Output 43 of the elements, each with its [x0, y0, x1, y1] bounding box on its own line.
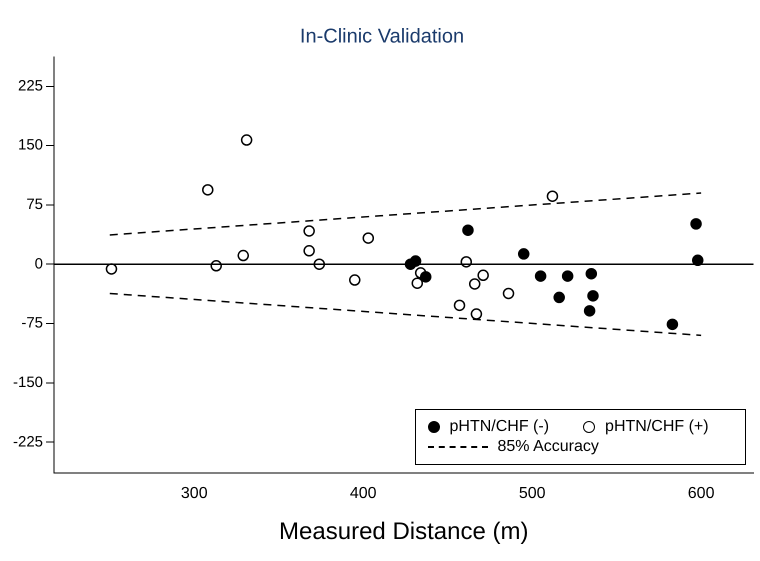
point	[303, 225, 315, 237]
point	[106, 263, 118, 275]
legend-label: pHTN/CHF (-)	[450, 418, 550, 436]
x-tick-label: 300	[180, 485, 208, 502]
point	[553, 292, 565, 304]
point	[586, 268, 598, 280]
y-tick-label: 150	[18, 136, 44, 154]
point	[534, 270, 546, 282]
y-tick-label: -75	[21, 314, 44, 332]
point	[238, 250, 250, 262]
y-tick-label: 0	[34, 255, 44, 272]
chart-title: In-Clinic Validation	[300, 26, 464, 48]
legend-label: pHTN/CHF (+)	[605, 418, 709, 436]
point	[546, 190, 558, 202]
point	[692, 254, 704, 266]
point	[349, 274, 361, 286]
point	[584, 305, 596, 317]
point	[666, 318, 678, 330]
x-axis-title: Measured Distance (m)	[279, 518, 528, 546]
point	[420, 271, 432, 283]
point	[518, 248, 530, 260]
point	[202, 184, 214, 196]
point	[587, 290, 599, 302]
y-tick-label: -150	[12, 374, 44, 391]
point	[468, 278, 480, 290]
point	[362, 232, 374, 244]
y-tick-label: 225	[18, 77, 44, 94]
point	[412, 277, 424, 289]
y-tick-label: 75	[26, 196, 44, 214]
point	[690, 218, 702, 230]
point	[462, 224, 474, 236]
point	[502, 288, 514, 300]
point	[477, 270, 489, 282]
point	[303, 245, 315, 257]
legend-label: 85% Accuracy	[498, 438, 599, 456]
x-tick-label: 600	[688, 485, 715, 502]
y-tick-label: -225	[12, 433, 44, 450]
x-tick-label: 400	[350, 485, 377, 502]
point	[470, 308, 482, 320]
point	[240, 134, 252, 146]
x-tick-label: 500	[518, 485, 546, 502]
point	[454, 300, 466, 312]
point	[562, 270, 574, 282]
